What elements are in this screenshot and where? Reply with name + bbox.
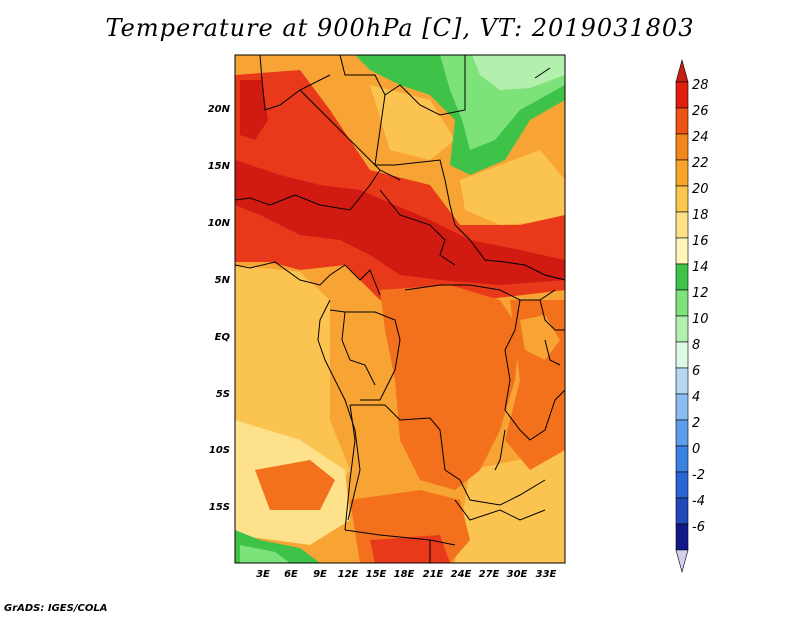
colorbar-label: 14 [692,260,709,275]
grads-credit: GrADS: IGES/COLA [4,603,108,614]
lat-label-20n: 20N [207,104,230,115]
map-frame [234,54,566,564]
colorbar-band [675,419,689,447]
field-northeast-20 [460,150,565,225]
colorbar-top-arrow [675,58,689,83]
colorbar-label: 2 [692,416,701,431]
borders [234,54,566,563]
border-line [544,339,561,366]
colorbar-label: 16 [692,234,709,249]
colorbar-label: 26 [692,104,709,119]
border-line [259,54,331,111]
border-line [350,404,546,506]
colorbar-band [675,211,689,239]
colorbar-label: 0 [692,442,701,457]
colorbar-label: 18 [692,208,709,223]
colorbar-band [675,471,689,499]
colorbar-bottom-arrow [675,549,689,574]
colorbar-label: 10 [692,312,709,327]
lat-label-10s: 10S [208,445,230,456]
field-lakes-22 [520,315,560,360]
border-line [539,299,565,331]
lat-label-eq: EQ [214,332,230,343]
colorbar-band [675,315,689,343]
lon-label-12e: 12E [337,569,359,580]
colorbar-label: 24 [692,130,709,145]
border-line [234,261,381,296]
colorbar-band [675,81,689,109]
lon-label-18e: 18E [393,569,415,580]
lat-label-15s: 15S [208,502,230,513]
lon-label-9e: 9E [313,569,327,580]
field-sahel-28 [235,160,565,285]
chart-title: Temperature at 900hPa [C], VT: 201903180… [105,14,695,42]
colorbar-label: -2 [692,468,705,483]
colorbar-label: 6 [692,364,701,379]
border-line [379,189,456,266]
lon-label-21e: 21E [422,569,444,580]
lat-label-10n: 10N [207,218,230,229]
field-south-west-12 [240,545,290,563]
colorbar-band [675,289,689,317]
border-line [234,169,381,211]
colorbar-band [675,445,689,473]
field-west-sahel-28 [240,80,268,140]
colorbar [675,58,689,574]
lat-label-5n: 5N [214,275,230,286]
border-line [494,429,506,471]
colorbar-band [675,263,689,291]
colorbar-label: 8 [692,338,701,353]
field-south-26 [370,535,450,563]
lon-label-24e: 24E [450,569,472,580]
field-north-20 [370,85,455,160]
temperature-field [235,55,565,563]
colorbar-band [675,367,689,395]
colorbar-band [675,185,689,213]
border-line [329,309,401,401]
colorbar-label: 22 [692,156,709,171]
lon-label-30e: 30E [506,569,528,580]
colorbar-band [675,159,689,187]
field-southwest-24 [255,460,335,510]
lon-label-33e: 33E [535,569,557,580]
lon-label-6e: 6E [284,569,298,580]
colorbar-label: 4 [692,390,701,405]
border-line [504,299,566,441]
border-line [384,55,466,116]
colorbar-band [675,341,689,369]
lon-label-15e: 15E [365,569,387,580]
colorbar-band [675,497,689,525]
field-congo-24 [380,285,520,490]
field-south-20 [455,450,565,563]
border-line [454,499,546,521]
colorbar-band [675,523,689,551]
colorbar-band [675,133,689,161]
colorbar-label: -6 [692,520,705,535]
colorbar-label: 12 [692,286,709,301]
border-line [534,67,551,79]
border-line [339,54,566,281]
border-line [317,299,361,521]
lat-label-15n: 15N [207,161,230,172]
lon-label-3e: 3E [256,569,270,580]
lon-label-27e: 27E [478,569,500,580]
colorbar-label: -4 [692,494,705,509]
field-egypt-10 [472,55,565,90]
colorbar-band [675,107,689,135]
border-line [344,529,456,546]
colorbar-band [675,237,689,265]
colorbar-band [675,393,689,421]
border-line [299,89,401,181]
colorbar-label: 28 [692,78,709,93]
border-line [341,311,376,386]
lat-label-5s: 5S [215,389,230,400]
colorbar-label: 20 [692,182,709,197]
